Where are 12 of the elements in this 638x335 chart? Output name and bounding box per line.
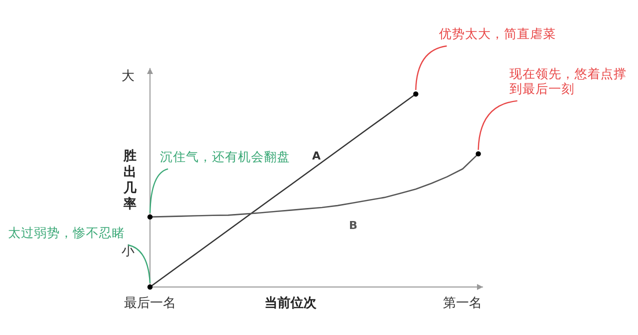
x-tick-label: 最后一名	[124, 296, 176, 311]
y-axis-title: 胜出几率	[122, 149, 138, 212]
annotation: 现在领先，悠着点撑到最后一刻	[476, 66, 626, 156]
annotation: 沉住气，还有机会翻盘	[147, 148, 290, 220]
x-axis-title: 当前位次	[264, 296, 318, 311]
annotation: 太过弱势，惨不忍睹	[8, 225, 125, 240]
series-label: B	[349, 218, 358, 232]
text: 大	[122, 69, 134, 84]
annotation: 沉住气，还有机会翻盘	[160, 148, 290, 164]
series-label: A	[312, 150, 322, 163]
x-tick-label: 第一名	[443, 296, 482, 311]
text: 小	[122, 244, 134, 259]
